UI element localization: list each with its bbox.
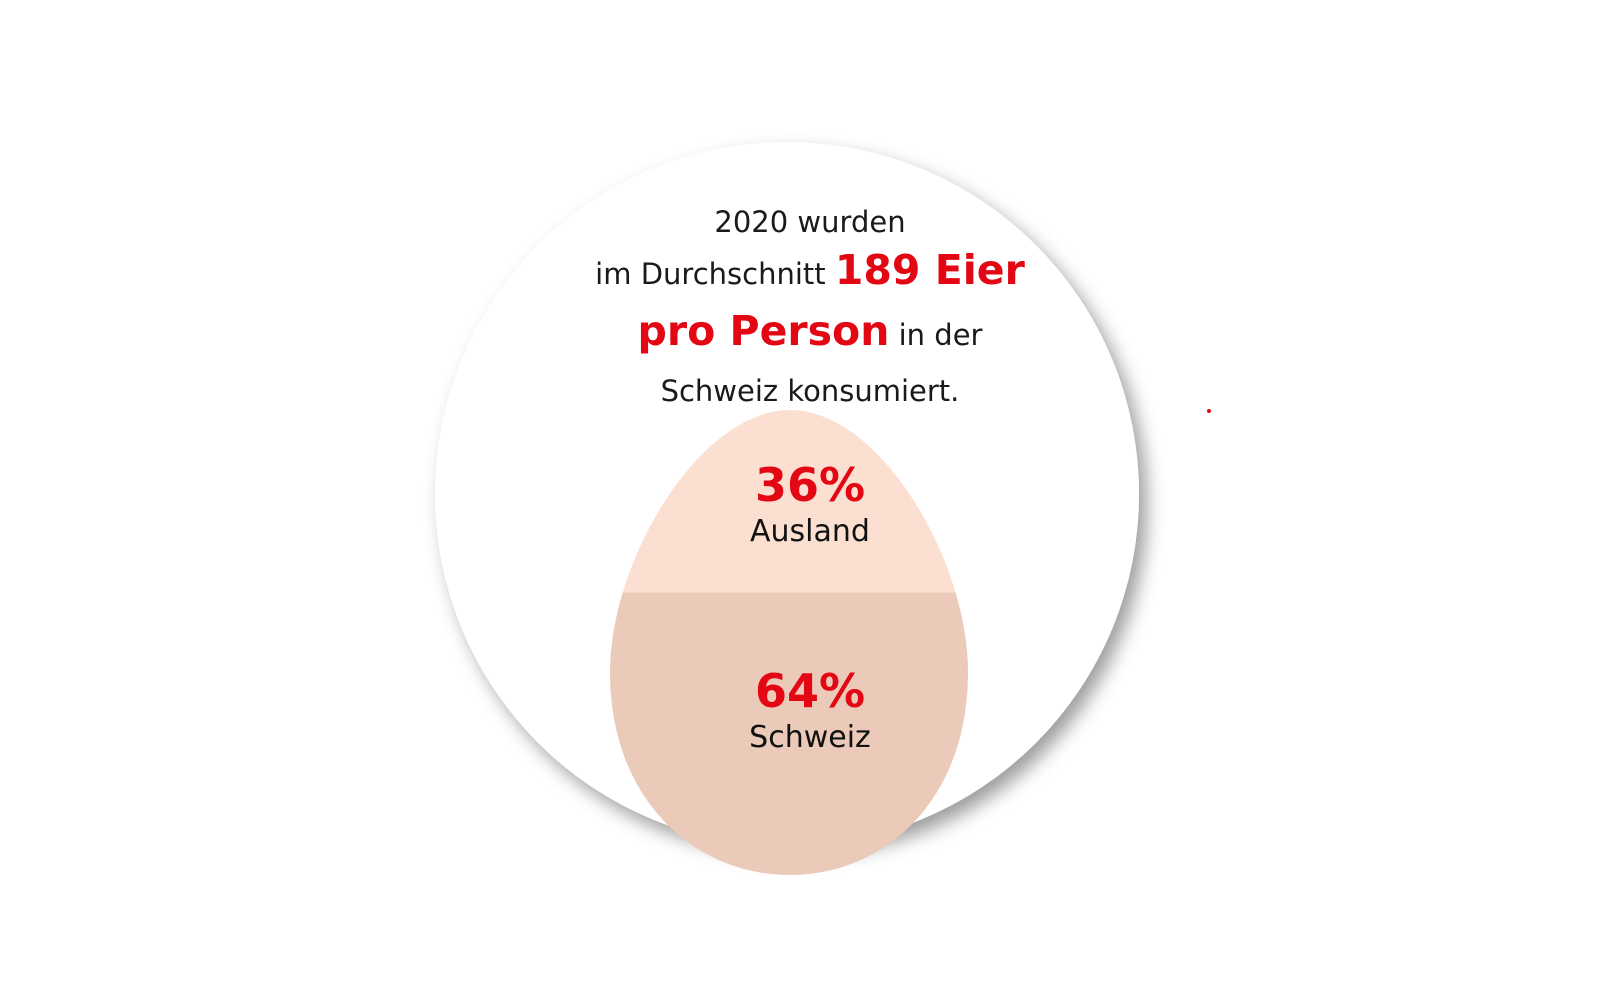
segment-name-schweiz: Schweiz: [749, 720, 871, 755]
segment-value-ausland: 36%: [754, 458, 866, 512]
headline-line-2: im Durchschnitt 189 Eier: [520, 244, 1100, 305]
red-dot-mark: [1207, 409, 1211, 413]
headline-line-4: Schweiz konsumiert.: [660, 374, 960, 408]
headline-line-2-text: im Durchschnitt: [595, 257, 835, 291]
headline-line-3: pro Person in der: [520, 305, 1100, 366]
headline-per-person: pro Person: [637, 307, 890, 355]
headline-line-3-text: in der: [889, 318, 983, 352]
headline: 2020 wurden im Durchschnitt 189 Eier pro…: [520, 200, 1100, 416]
segment-value-schweiz: 64%: [754, 664, 866, 718]
segment-label-ausland: 36% Ausland: [640, 458, 980, 552]
segment-name-ausland: Ausland: [750, 514, 870, 549]
headline-line-1: 2020 wurden: [714, 205, 906, 239]
headline-eggs-count: 189 Eier: [834, 246, 1025, 294]
segment-label-schweiz: 64% Schweiz: [640, 664, 980, 758]
